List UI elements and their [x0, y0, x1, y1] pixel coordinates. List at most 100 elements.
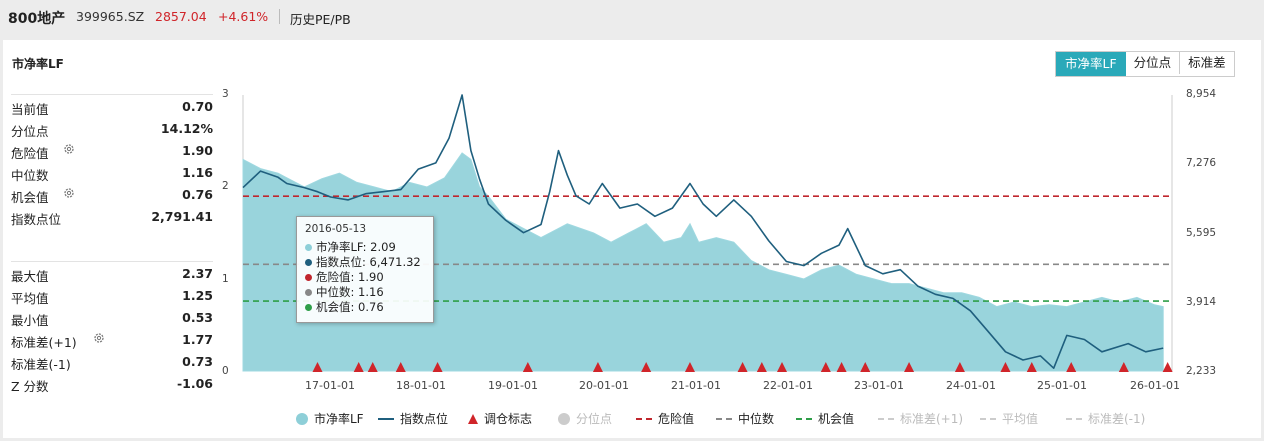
rebalance-marker	[1026, 362, 1037, 372]
index-code: 399965.SZ	[76, 9, 145, 24]
x-tick: 18-01-01	[396, 379, 446, 392]
y-right-tick: 3,914	[1186, 296, 1217, 308]
stat-min: 最小值 0.53	[11, 310, 213, 328]
tooltip-danger: 危险值: 1.90	[305, 269, 384, 285]
y-left-tick: 3	[222, 88, 229, 100]
stat-z-score: Z 分数 -1.06	[11, 376, 213, 394]
stat-max: 最大值 2.37	[11, 266, 213, 284]
x-tick: 22-01-01	[763, 379, 813, 392]
index-price: 2857.04	[155, 9, 207, 24]
rebalance-marker	[836, 362, 847, 372]
stat-current-value: 当前值 0.70	[11, 99, 213, 117]
dashed-line-icon	[980, 417, 996, 420]
x-tick: 25-01-01	[1037, 379, 1087, 392]
dashed-line-icon	[1066, 417, 1082, 420]
rebalance-marker	[737, 362, 748, 372]
stat-percentile: 分位点 14.12%	[11, 121, 213, 139]
stat-median: 中位数 1.16	[11, 165, 213, 183]
rebalance-marker	[1162, 362, 1173, 372]
tooltip-index: 指数点位: 6,471.32	[305, 254, 421, 270]
legend-std-minus[interactable]: 标准差(-1)	[1066, 410, 1145, 427]
rebalance-marker	[522, 362, 533, 372]
x-tick: 20-01-01	[579, 379, 629, 392]
index-change: +4.61%	[218, 9, 269, 24]
rebalance-marker	[1118, 362, 1129, 372]
circle-icon	[558, 412, 570, 425]
chart-tooltip: 2016-05-13 市净率LF: 2.09 指数点位: 6,471.32 危险…	[296, 216, 434, 323]
legend-rebalance[interactable]: 调仓标志	[468, 410, 532, 427]
stats-divider-top	[11, 94, 213, 95]
percentile-button[interactable]: 分位点	[1125, 52, 1181, 74]
y-right-tick: 2,233	[1186, 365, 1217, 377]
stat-mean: 平均值 1.25	[11, 288, 213, 306]
y-left-tick: 1	[222, 273, 229, 285]
dashed-line-icon	[878, 417, 894, 420]
rebalance-marker	[1000, 362, 1011, 372]
y-right-tick: 8,954	[1186, 88, 1217, 100]
legend-index[interactable]: 指数点位	[378, 410, 448, 427]
x-tick: 23-01-01	[854, 379, 904, 392]
rebalance-marker	[904, 362, 915, 372]
rebalance-marker	[954, 362, 965, 372]
y-right-tick: 7,276	[1186, 157, 1217, 169]
rebalance-marker	[395, 362, 406, 372]
stats-current: 当前值 0.70 分位点 14.12% 危险值 1.90 中位数 1.16 机会值 0.7…	[11, 96, 213, 228]
index-name: 800地产	[8, 11, 66, 27]
legend-mean[interactable]: 平均值	[980, 410, 1038, 427]
triangle-icon	[468, 413, 478, 424]
stat-index-level: 指数点位 2,791.41	[11, 209, 213, 227]
rebalance-marker	[353, 362, 364, 372]
tooltip-median: 中位数: 1.16	[305, 284, 384, 300]
std-dev-button[interactable]: 标准差	[1180, 52, 1234, 74]
rebalance-marker	[312, 362, 323, 372]
rebalance-marker	[592, 362, 603, 372]
rebalance-marker	[1066, 362, 1077, 372]
circle-icon	[296, 412, 308, 425]
panel-title: 市净率LF	[12, 57, 64, 71]
tooltip-opportunity: 机会值: 0.76	[305, 299, 384, 315]
rebalance-marker	[641, 362, 652, 372]
dashed-line-icon	[716, 417, 732, 420]
y-left-tick: 0	[222, 365, 229, 377]
line-icon	[378, 417, 394, 420]
rebalance-marker	[820, 362, 831, 372]
y-right-tick: 5,595	[1186, 227, 1217, 239]
rebalance-marker	[776, 362, 787, 372]
valuation-panel: 市净率LF 市净率LF 分位点 标准差 当前值 0.70 分位点 14.12% 危险…	[3, 40, 1261, 438]
rebalance-marker	[684, 362, 695, 372]
header-divider	[279, 9, 280, 24]
rebalance-marker	[756, 362, 767, 372]
stat-std-plus-1: 标准差(+1) 1.77	[11, 332, 213, 350]
x-tick: 24-01-01	[946, 379, 996, 392]
history-pe-pb-tab[interactable]: 历史PE/PB	[290, 12, 351, 27]
gear-icon[interactable]	[63, 143, 75, 158]
dashed-line-icon	[636, 417, 652, 420]
pb-lf-button[interactable]: 市净率LF	[1056, 52, 1126, 76]
gear-icon[interactable]	[93, 332, 105, 347]
rebalance-marker	[432, 362, 443, 372]
y-left-tick: 2	[222, 180, 229, 192]
rebalance-marker	[367, 362, 378, 372]
stat-opportunity-value: 机会值 0.76	[11, 187, 213, 205]
x-tick: 19-01-01	[488, 379, 538, 392]
stat-std-minus-1: 标准差(-1) 0.73	[11, 354, 213, 372]
tooltip-pb: 市净率LF: 2.09	[305, 239, 396, 255]
legend-danger[interactable]: 危险值	[636, 410, 694, 427]
metric-toggle-group: 市净率LF 分位点 标准差	[1055, 51, 1235, 77]
legend-opportunity[interactable]: 机会值	[796, 410, 854, 427]
stats-divider-bottom	[11, 261, 213, 262]
legend-percentile[interactable]: 分位点	[558, 410, 612, 427]
x-tick: 17-01-01	[305, 379, 355, 392]
stats-distribution: 最大值 2.37 平均值 1.25 最小值 0.53 标准差(+1) 1.77 标准差(…	[11, 263, 213, 395]
top-bar: 800地产 399965.SZ 2857.04 +4.61% 历史PE/PB	[0, 0, 1264, 34]
legend-pb[interactable]: 市净率LF	[296, 410, 364, 427]
rebalance-marker	[860, 362, 871, 372]
tooltip-date: 2016-05-13	[305, 223, 367, 235]
gear-icon[interactable]	[63, 187, 75, 202]
x-tick: 26-01-01	[1130, 379, 1180, 392]
legend-median[interactable]: 中位数	[716, 410, 774, 427]
x-tick: 21-01-01	[671, 379, 721, 392]
stat-danger-value: 危险值 1.90	[11, 143, 213, 161]
dashed-line-icon	[796, 417, 812, 420]
legend-std-plus[interactable]: 标准差(+1)	[878, 410, 963, 427]
